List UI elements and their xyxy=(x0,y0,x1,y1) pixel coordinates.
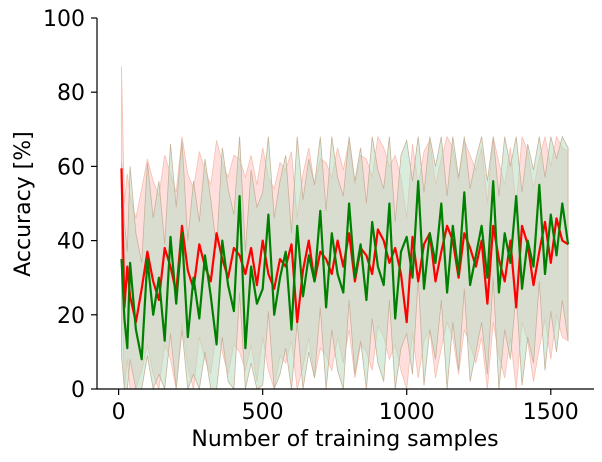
y-tick-label: 40 xyxy=(57,230,85,255)
x-tick-label: 1500 xyxy=(523,400,579,425)
y-tick-label: 100 xyxy=(43,7,85,32)
x-axis-title: Number of training samples xyxy=(191,427,498,452)
y-tick-label: 0 xyxy=(71,378,85,403)
x-ticks: 0 500 1000 1500 xyxy=(112,389,579,425)
series-line-1 xyxy=(120,168,569,324)
x-tick-label: 0 xyxy=(112,400,126,425)
x-tick-label: 1000 xyxy=(379,400,435,425)
y-tick-label: 20 xyxy=(57,304,85,329)
y-axis-title: Accuracy [%] xyxy=(11,131,36,277)
series-lines xyxy=(120,168,570,361)
series-line-2 xyxy=(120,180,570,361)
confidence-bands xyxy=(121,66,569,391)
y-ticks: 0 20 40 60 80 100 xyxy=(43,7,97,403)
x-tick-label: 500 xyxy=(242,400,284,425)
y-tick-label: 80 xyxy=(57,81,85,106)
y-tick-label: 60 xyxy=(57,155,85,180)
